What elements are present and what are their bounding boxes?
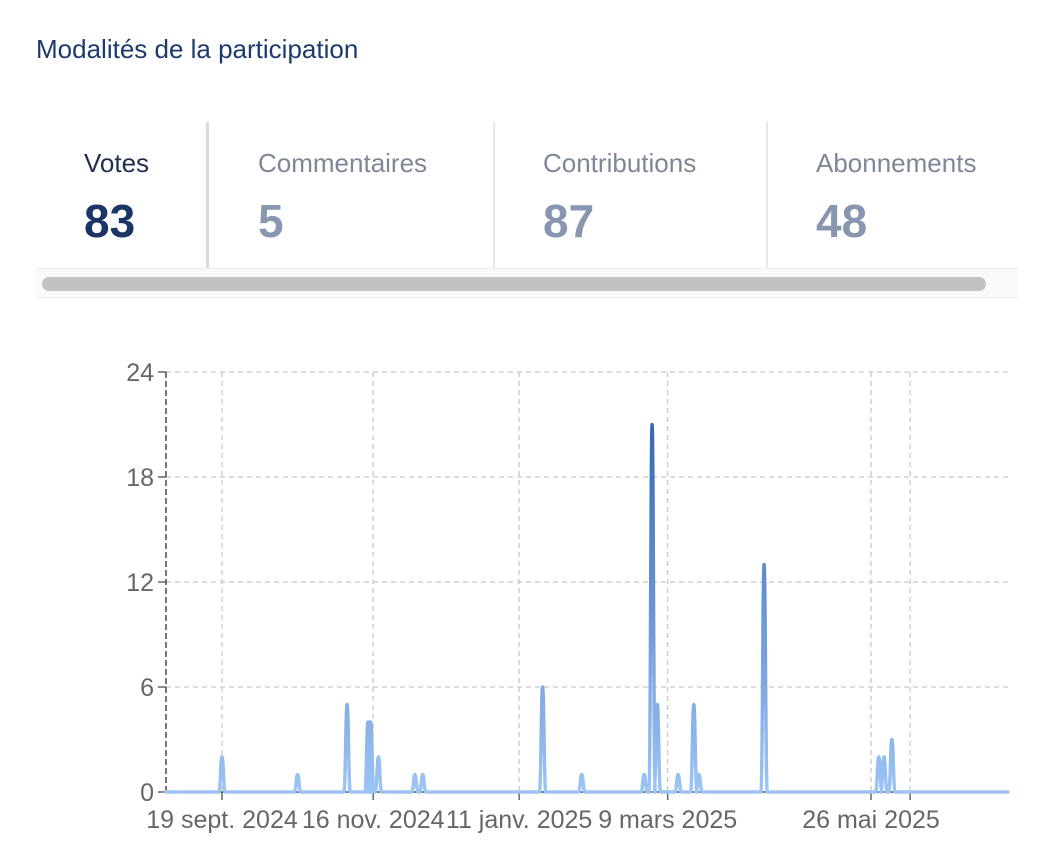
x-tick-label: 26 mai 2025 bbox=[802, 806, 940, 834]
tab-abonnements-count: 48 bbox=[816, 195, 868, 247]
x-tick-label: 11 janv. 2025 bbox=[446, 806, 592, 834]
data-point[interactable] bbox=[881, 754, 887, 760]
data-point[interactable] bbox=[368, 719, 374, 725]
data-point[interactable] bbox=[761, 562, 767, 568]
tab-contributions[interactable]: Contributions 87 bbox=[495, 122, 766, 268]
data-point[interactable] bbox=[420, 772, 426, 778]
data-point[interactable] bbox=[675, 772, 681, 778]
x-tick-label: 19 sept. 2024 bbox=[146, 806, 298, 834]
x-tick-label: 16 nov. 2024 bbox=[302, 806, 445, 834]
data-point[interactable] bbox=[344, 702, 350, 708]
data-point[interactable] bbox=[691, 702, 697, 708]
tab-votes[interactable]: Votes 83 bbox=[36, 122, 206, 268]
chart-axes: 0 6 12 18 24 19 sept. 2024 16 nov. 2024 11 janv… bbox=[126, 359, 1008, 834]
data-point[interactable] bbox=[649, 422, 655, 428]
tab-abonnements-label: Abonnements bbox=[816, 148, 977, 178]
tabs-scrollbar-track[interactable] bbox=[36, 268, 1018, 298]
tabs-scrollbar-thumb[interactable] bbox=[42, 277, 986, 291]
tab-divider bbox=[493, 122, 495, 268]
tab-votes-label: Votes bbox=[84, 148, 150, 178]
data-point[interactable] bbox=[876, 754, 882, 760]
chart-series bbox=[164, 422, 1010, 794]
tab-contributions-label: Contributions bbox=[543, 148, 697, 178]
data-point[interactable] bbox=[696, 772, 702, 778]
data-point[interactable] bbox=[641, 772, 647, 778]
data-point[interactable] bbox=[412, 772, 418, 778]
tab-votes-count: 83 bbox=[84, 195, 136, 247]
tab-divider bbox=[206, 122, 209, 268]
data-point[interactable] bbox=[295, 772, 301, 778]
tab-commentaires[interactable]: Commentaires 5 bbox=[209, 122, 493, 268]
tab-commentaires-count: 5 bbox=[258, 195, 284, 247]
chart-grid bbox=[166, 371, 1008, 792]
tab-divider bbox=[766, 122, 768, 268]
y-tick-label: 12 bbox=[126, 569, 154, 597]
votes-series-line bbox=[164, 422, 1010, 794]
x-tick-label: 9 mars 2025 bbox=[598, 806, 737, 834]
data-point[interactable] bbox=[579, 772, 585, 778]
data-point[interactable] bbox=[654, 702, 660, 708]
data-point[interactable] bbox=[375, 754, 381, 760]
y-tick-label: 18 bbox=[126, 464, 154, 492]
data-point[interactable] bbox=[219, 754, 225, 760]
y-tick-label: 0 bbox=[140, 779, 154, 807]
y-tick-label: 24 bbox=[126, 359, 154, 387]
data-point[interactable] bbox=[540, 684, 546, 690]
section-title: Modalités de la participation bbox=[36, 34, 359, 64]
tab-abonnements[interactable]: Abonnements 48 bbox=[768, 122, 1018, 268]
participation-tabs: Votes 83 Commentaires 5 Contributions 87… bbox=[36, 122, 1018, 268]
y-tick-label: 6 bbox=[140, 674, 154, 702]
votes-line-chart: 0 6 12 18 24 19 sept. 2024 16 nov. 2024 11 janv… bbox=[126, 359, 1010, 834]
data-point[interactable] bbox=[889, 737, 895, 743]
tab-contributions-count: 87 bbox=[543, 195, 595, 247]
tab-commentaires-label: Commentaires bbox=[258, 148, 428, 178]
